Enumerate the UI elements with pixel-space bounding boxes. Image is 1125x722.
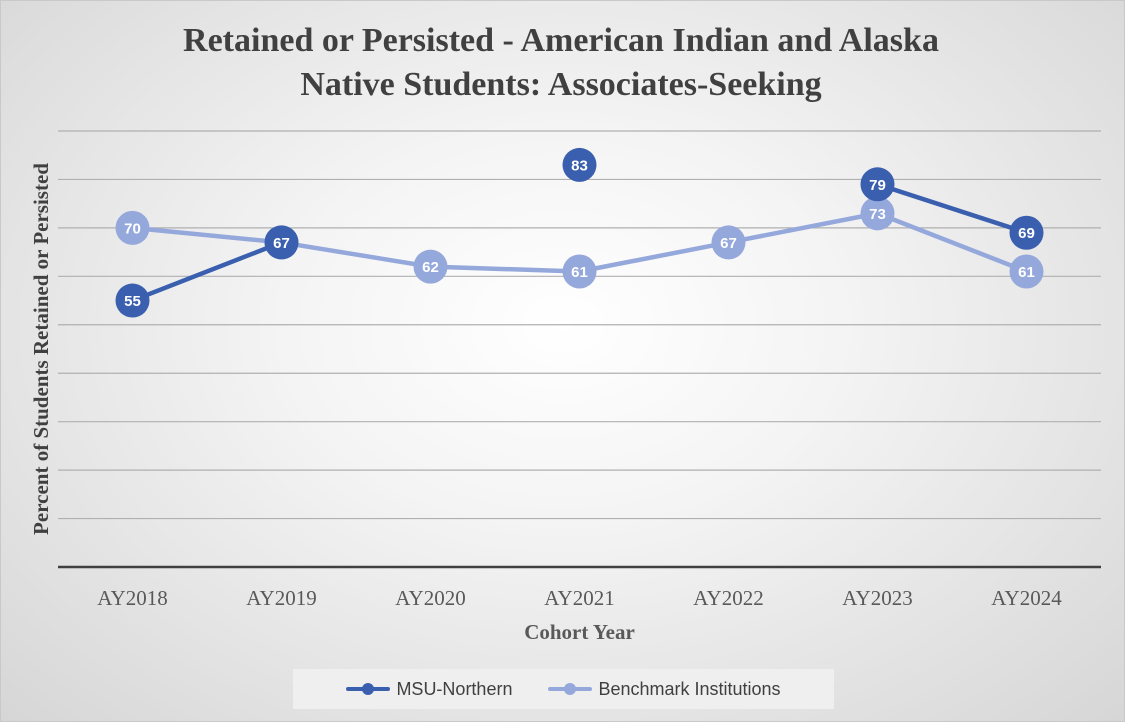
- chart-title-line-1: Retained or Persisted - American Indian …: [183, 22, 939, 59]
- x-tick-label: AY2021: [544, 586, 614, 610]
- legend-swatch-msu-northern: [346, 679, 391, 699]
- x-axis-title: Cohort Year: [524, 620, 635, 644]
- series-benchmark-institutions: 70 67 62 61 67 73 61: [115, 196, 1044, 289]
- legend-label-benchmark-institutions: Benchmark Institutions: [598, 678, 781, 699]
- x-tick-label: AY2019: [246, 586, 316, 610]
- data-point[interactable]: [1009, 254, 1044, 289]
- y-axis-title: Percent of Students Retained or Persiste…: [29, 163, 53, 535]
- series-line-segment: [726, 211, 880, 245]
- data-point[interactable]: [860, 196, 895, 231]
- x-tick-label: AY2018: [97, 586, 167, 610]
- series-line-segment: [875, 211, 1029, 274]
- series-msu-northern: 55 67 83 79 69: [115, 147, 1044, 318]
- series-layer: 706762616773615567837969: [115, 147, 1044, 318]
- legend-item-msu-northern[interactable]: MSU-Northern: [346, 679, 512, 700]
- series-line-segment: [428, 264, 582, 274]
- data-label: 67: [720, 235, 737, 252]
- data-label: 61: [571, 264, 588, 281]
- x-tick-label: AY2023: [842, 586, 912, 610]
- data-point[interactable]: [711, 225, 746, 260]
- data-label: 67: [273, 235, 290, 252]
- x-tick-label: AY2022: [693, 586, 763, 610]
- x-tick-label: AY2024: [991, 586, 1062, 610]
- legend-label-msu-northern: MSU-Northern: [396, 678, 513, 699]
- gridlines: [58, 130, 1101, 520]
- series-line-segment: [130, 225, 284, 245]
- series-line-segment: [875, 182, 1029, 235]
- data-label: 62: [422, 259, 439, 276]
- data-label: 61: [1018, 264, 1035, 281]
- data-point[interactable]: [413, 249, 448, 284]
- data-point[interactable]: [115, 210, 150, 245]
- data-label: 69: [1018, 225, 1035, 242]
- data-label: 83: [571, 157, 588, 174]
- x-tick-labels: AY2018 AY2019 AY2020 AY2021 AY2022 AY2023 AY20…: [97, 586, 1062, 610]
- data-label: 55: [124, 293, 141, 310]
- data-point[interactable]: [860, 167, 895, 202]
- data-point[interactable]: [562, 254, 597, 289]
- legend-swatch-benchmark-institutions: [548, 679, 593, 699]
- data-label: 73: [869, 206, 886, 223]
- data-label: 70: [124, 220, 141, 237]
- chart-title: Retained or Persisted - American Indian …: [61, 19, 1061, 107]
- legend-item-benchmark-institutions[interactable]: Benchmark Institutions: [548, 678, 781, 700]
- x-tick-label: AY2020: [395, 586, 465, 610]
- series-line-segment: [577, 240, 731, 274]
- data-point[interactable]: [1009, 215, 1044, 250]
- data-point[interactable]: [562, 147, 597, 182]
- data-label: 79: [869, 177, 886, 194]
- series-line-segment: [279, 240, 433, 269]
- data-point[interactable]: [115, 283, 150, 318]
- chart-title-line-2: Native Students: Associates-Seeking: [300, 66, 822, 103]
- series-line-segment: [130, 240, 284, 303]
- legend: MSU-Northern Benchmark Institutions: [293, 669, 834, 709]
- data-point[interactable]: [264, 225, 299, 260]
